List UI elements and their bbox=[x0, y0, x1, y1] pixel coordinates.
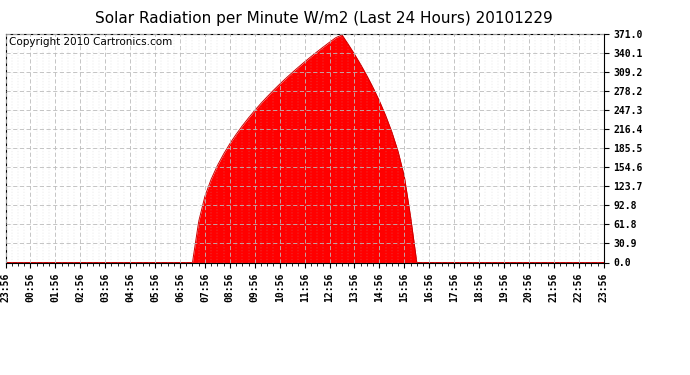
Text: Copyright 2010 Cartronics.com: Copyright 2010 Cartronics.com bbox=[8, 37, 172, 47]
Text: Solar Radiation per Minute W/m2 (Last 24 Hours) 20101229: Solar Radiation per Minute W/m2 (Last 24… bbox=[95, 11, 553, 26]
